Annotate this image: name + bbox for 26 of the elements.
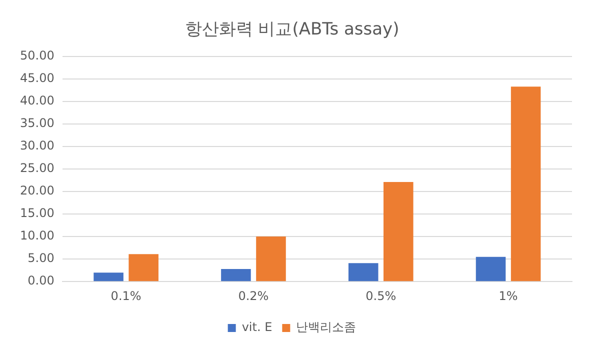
y-tick-label: 35.00 bbox=[20, 116, 54, 130]
legend-label: 난백리소좀 bbox=[296, 320, 356, 334]
y-tick-label: 5.00 bbox=[28, 251, 54, 266]
x-tick-label: 1% bbox=[498, 288, 518, 303]
x-tick-label: 0.1% bbox=[110, 288, 142, 303]
y-tick-label: 15.00 bbox=[20, 206, 54, 220]
bar bbox=[256, 236, 286, 282]
y-tick-label: 20.00 bbox=[20, 184, 54, 198]
bar bbox=[510, 86, 541, 282]
y-tick-label: 30.00 bbox=[20, 138, 54, 153]
bar bbox=[221, 268, 251, 282]
bar bbox=[348, 263, 378, 282]
legend-label: vit. E bbox=[242, 320, 272, 334]
chart-title: 항산화력 비교(ABTs assay) bbox=[184, 20, 400, 40]
y-tick-label: 50.00 bbox=[20, 48, 54, 63]
y-tick-label: 45.00 bbox=[20, 71, 54, 86]
bar bbox=[384, 182, 414, 282]
bar bbox=[128, 254, 158, 282]
x-tick-label: 0.5% bbox=[366, 288, 396, 303]
y-tick-label: 10.00 bbox=[20, 228, 54, 243]
x-tick-label: 0.2% bbox=[238, 288, 269, 303]
bar bbox=[94, 272, 124, 282]
y-tick-label: 40.00 bbox=[20, 94, 54, 108]
y-tick-label: 0.00 bbox=[28, 274, 54, 288]
y-tick-label: 25.00 bbox=[20, 161, 54, 176]
bar bbox=[476, 256, 506, 282]
